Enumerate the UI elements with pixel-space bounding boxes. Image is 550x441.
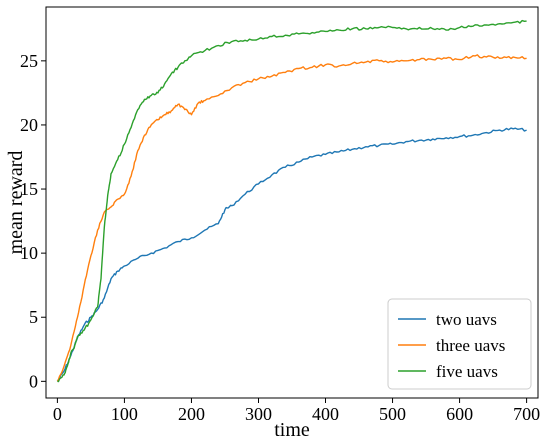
x-tick-label: 500 bbox=[379, 404, 406, 424]
y-tick-label: 0 bbox=[29, 371, 38, 391]
legend-box bbox=[387, 298, 532, 390]
legend: two uavs three uavs five uavs bbox=[387, 298, 532, 390]
x-axis: 0 100 200 300 400 500 600 700 bbox=[53, 398, 540, 424]
y-tick-label: 5 bbox=[29, 307, 38, 327]
y-tick-label: 20 bbox=[20, 115, 38, 135]
y-axis-title: mean reward bbox=[5, 151, 27, 255]
y-tick-label: 10 bbox=[20, 243, 38, 263]
x-tick-label: 400 bbox=[312, 404, 339, 424]
series-line-five-uavs bbox=[57, 19, 527, 383]
y-tick-label: 15 bbox=[20, 179, 38, 199]
x-axis-title: time bbox=[274, 419, 310, 441]
y-axis: 0 5 10 15 20 25 bbox=[20, 51, 46, 391]
legend-entry: three uavs bbox=[436, 336, 505, 355]
series-line-three-uavs bbox=[56, 54, 527, 382]
x-tick-label: 200 bbox=[178, 404, 205, 424]
x-tick-label: 0 bbox=[53, 404, 62, 424]
legend-entry: two uavs bbox=[436, 310, 497, 329]
x-tick-label: 300 bbox=[245, 404, 272, 424]
legend-entry: five uavs bbox=[436, 362, 498, 381]
x-tick-label: 600 bbox=[446, 404, 473, 424]
plot-frame bbox=[45, 6, 539, 399]
series-layer bbox=[56, 19, 527, 383]
y-tick-label: 25 bbox=[20, 51, 38, 71]
x-tick-label: 100 bbox=[111, 404, 138, 424]
series-line-two-uavs bbox=[56, 127, 527, 382]
x-tick-label: 700 bbox=[513, 404, 540, 424]
